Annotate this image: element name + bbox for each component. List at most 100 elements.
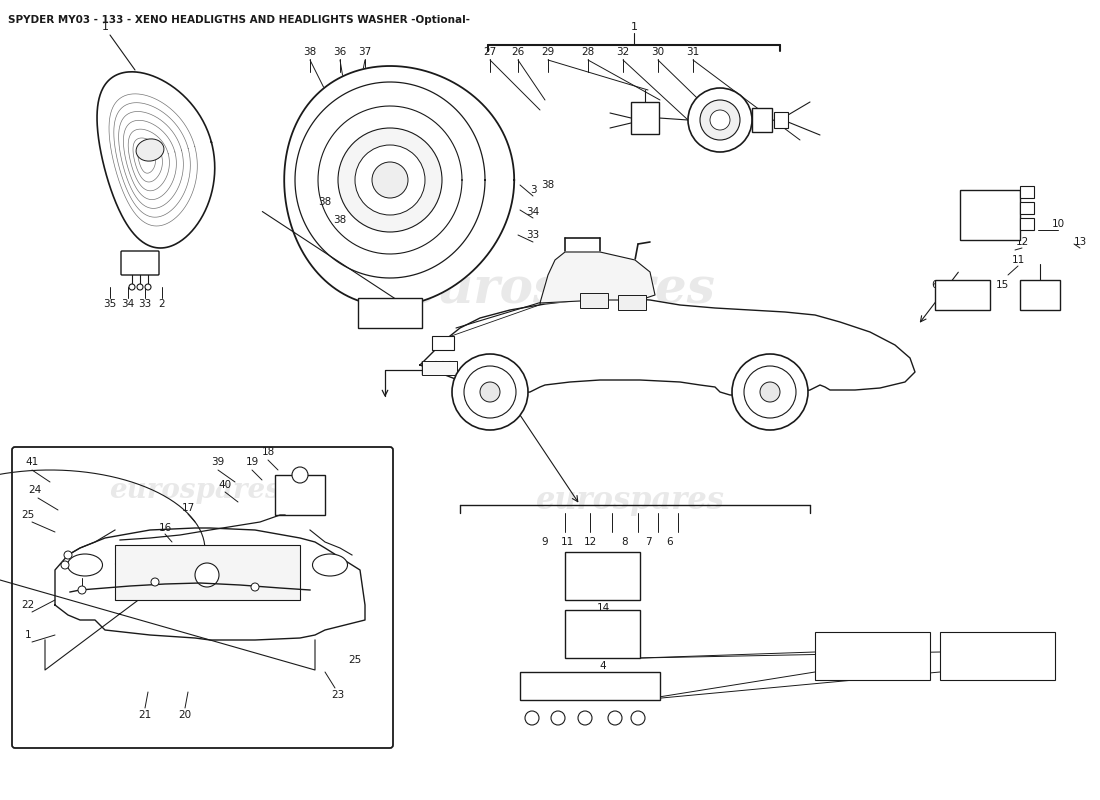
Ellipse shape bbox=[312, 554, 348, 576]
Text: 14: 14 bbox=[977, 280, 990, 290]
Circle shape bbox=[338, 128, 442, 232]
Circle shape bbox=[608, 711, 622, 725]
Bar bbox=[1020, 218, 1034, 230]
Bar bbox=[116, 545, 300, 600]
Text: 6: 6 bbox=[667, 537, 673, 547]
Bar bbox=[432, 336, 454, 350]
Polygon shape bbox=[97, 72, 214, 248]
Text: 1: 1 bbox=[101, 22, 109, 32]
Circle shape bbox=[700, 100, 740, 140]
Bar bbox=[565, 610, 640, 658]
Text: 36: 36 bbox=[333, 47, 346, 57]
Bar bbox=[940, 632, 1055, 680]
Circle shape bbox=[688, 88, 752, 152]
Text: eurospares: eurospares bbox=[536, 485, 725, 515]
Bar bbox=[960, 190, 1020, 240]
Text: See Draw. 47: See Draw. 47 bbox=[965, 663, 1030, 673]
Text: 34: 34 bbox=[121, 299, 134, 309]
Text: 21: 21 bbox=[139, 710, 152, 720]
Text: 7: 7 bbox=[947, 280, 954, 290]
Circle shape bbox=[452, 354, 528, 430]
Circle shape bbox=[480, 382, 501, 402]
Text: 2: 2 bbox=[158, 299, 165, 309]
Text: 16: 16 bbox=[158, 523, 172, 533]
Text: 39: 39 bbox=[211, 457, 224, 467]
Text: 25: 25 bbox=[21, 510, 34, 520]
Text: 13: 13 bbox=[1074, 237, 1087, 247]
Circle shape bbox=[138, 284, 143, 290]
Text: 31: 31 bbox=[686, 47, 700, 57]
Text: 24: 24 bbox=[29, 485, 42, 495]
Text: 25: 25 bbox=[349, 655, 362, 665]
Circle shape bbox=[631, 711, 645, 725]
Ellipse shape bbox=[67, 554, 102, 576]
Text: eurospares: eurospares bbox=[109, 477, 280, 503]
Text: Vedi Tav. 47: Vedi Tav. 47 bbox=[968, 639, 1026, 649]
Text: 33: 33 bbox=[139, 299, 152, 309]
Text: 10: 10 bbox=[1052, 219, 1065, 229]
Circle shape bbox=[151, 578, 160, 586]
Text: 26: 26 bbox=[512, 47, 525, 57]
Text: 19: 19 bbox=[245, 457, 258, 467]
Bar bbox=[580, 293, 608, 308]
Bar bbox=[422, 361, 456, 375]
Circle shape bbox=[355, 145, 425, 215]
Text: 41: 41 bbox=[25, 457, 39, 467]
Text: 9: 9 bbox=[541, 537, 548, 547]
Text: 32: 32 bbox=[616, 47, 629, 57]
Text: 8: 8 bbox=[961, 280, 968, 290]
Text: 29: 29 bbox=[541, 47, 554, 57]
Text: See Draw. 45: See Draw. 45 bbox=[839, 663, 904, 673]
Text: 15: 15 bbox=[597, 570, 609, 580]
Text: 40: 40 bbox=[219, 480, 232, 490]
Text: 1: 1 bbox=[630, 22, 638, 32]
Circle shape bbox=[251, 583, 258, 591]
Text: 37: 37 bbox=[359, 47, 372, 57]
Circle shape bbox=[292, 467, 308, 483]
Bar bbox=[520, 672, 660, 700]
Bar bbox=[752, 108, 772, 132]
Circle shape bbox=[744, 366, 796, 418]
Polygon shape bbox=[540, 252, 654, 303]
Text: 17: 17 bbox=[182, 503, 195, 513]
Circle shape bbox=[525, 711, 539, 725]
Text: 7: 7 bbox=[645, 537, 651, 547]
Bar bbox=[358, 298, 422, 328]
Bar bbox=[774, 112, 788, 128]
Circle shape bbox=[732, 354, 808, 430]
Bar bbox=[1020, 280, 1060, 310]
Text: 22: 22 bbox=[21, 600, 34, 610]
Circle shape bbox=[464, 366, 516, 418]
Circle shape bbox=[710, 110, 730, 130]
Circle shape bbox=[78, 586, 86, 594]
Text: eurospares: eurospares bbox=[405, 266, 715, 314]
Bar bbox=[275, 475, 324, 515]
Ellipse shape bbox=[136, 139, 164, 161]
Text: SPYDER MY03 - 133 - XENO HEADLIGTHS AND HEADLIGHTS WASHER -Optional-: SPYDER MY03 - 133 - XENO HEADLIGTHS AND … bbox=[8, 15, 470, 25]
Text: 27: 27 bbox=[483, 47, 496, 57]
Bar bbox=[618, 295, 646, 310]
Text: 38: 38 bbox=[541, 180, 554, 190]
Circle shape bbox=[551, 711, 565, 725]
Text: 30: 30 bbox=[651, 47, 664, 57]
Text: 11: 11 bbox=[560, 537, 573, 547]
Text: 12: 12 bbox=[1015, 237, 1028, 247]
FancyBboxPatch shape bbox=[121, 251, 160, 275]
Text: 6: 6 bbox=[932, 280, 938, 290]
Circle shape bbox=[60, 561, 69, 569]
Text: 1: 1 bbox=[24, 630, 31, 640]
Bar bbox=[935, 280, 990, 310]
Circle shape bbox=[578, 711, 592, 725]
Bar bbox=[631, 102, 659, 134]
Text: 15: 15 bbox=[996, 280, 1009, 290]
Text: 18: 18 bbox=[262, 447, 275, 457]
Text: 23: 23 bbox=[331, 690, 344, 700]
Text: 34: 34 bbox=[527, 207, 540, 217]
Circle shape bbox=[760, 382, 780, 402]
Text: 28: 28 bbox=[582, 47, 595, 57]
Text: 35: 35 bbox=[103, 299, 117, 309]
FancyBboxPatch shape bbox=[12, 447, 393, 748]
Text: 8: 8 bbox=[621, 537, 628, 547]
Text: 20: 20 bbox=[178, 710, 191, 720]
Text: 38: 38 bbox=[318, 197, 331, 207]
